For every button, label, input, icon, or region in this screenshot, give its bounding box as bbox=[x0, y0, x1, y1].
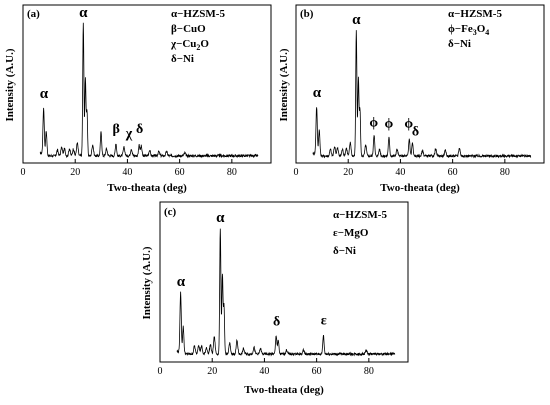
x-tick-label: 60 bbox=[312, 366, 322, 377]
x-ticks: 0 20 40 60 80 bbox=[21, 159, 237, 178]
x-tick-label: 0 bbox=[21, 167, 26, 178]
xrd-trace bbox=[176, 228, 396, 357]
x-tick-label: 40 bbox=[259, 366, 269, 377]
x-tick-label: 20 bbox=[207, 366, 217, 377]
peak-labels: α α β χ δ bbox=[40, 5, 144, 141]
x-tick-label: 0 bbox=[294, 167, 299, 178]
x-tick-label: 80 bbox=[364, 366, 374, 377]
peak-label: χ bbox=[125, 126, 133, 141]
x-ticks: 0 20 40 60 80 bbox=[294, 159, 510, 178]
legend-entry: α−HZSM-5 bbox=[333, 209, 387, 221]
panel-label: (b) bbox=[300, 8, 314, 20]
legend-entry: ϕ−Fe3O4 bbox=[448, 23, 489, 37]
x-tick-label: 0 bbox=[158, 366, 163, 377]
legend-entry: α−HZSM-5 bbox=[448, 8, 502, 20]
x-tick-label: 60 bbox=[448, 167, 458, 178]
x-tick-label: 40 bbox=[122, 167, 132, 178]
x-axis-label: Two-theata (deg) bbox=[380, 182, 460, 194]
x-tick-label: 20 bbox=[70, 167, 80, 178]
xrd-panel-c: (c) α−HZSM-5 ε−MgO δ−Ni α α δ ε 0 20 40 60 80 Two… bbox=[141, 201, 409, 396]
peak-label: α bbox=[177, 274, 186, 290]
peak-label: δ bbox=[273, 315, 280, 330]
x-tick-label: 60 bbox=[175, 167, 185, 178]
plot-frame bbox=[22, 4, 272, 164]
peak-label: α bbox=[40, 86, 49, 102]
x-axis-label: Two-theata (deg) bbox=[244, 384, 324, 396]
peak-label: δ bbox=[412, 125, 419, 140]
x-axis-label: Two-theata (deg) bbox=[107, 182, 187, 194]
x-tick-label: 80 bbox=[227, 167, 237, 178]
y-axis-label: Intensity (A.U.) bbox=[4, 48, 16, 121]
peak-label: α bbox=[313, 85, 322, 101]
peak-label: α bbox=[352, 12, 361, 28]
peak-labels: α α δ ε bbox=[177, 210, 327, 330]
xrd-trace bbox=[312, 30, 532, 159]
peak-label: β bbox=[113, 122, 120, 137]
legend: α−HZSM-5 ε−MgO δ−Ni bbox=[333, 209, 387, 257]
panel-label: (a) bbox=[27, 8, 40, 20]
peak-label: α bbox=[79, 5, 88, 21]
plot-frame bbox=[295, 4, 545, 164]
y-axis-label: Intensity (A.U.) bbox=[278, 48, 290, 121]
peak-labels: ααϕ ϕ ϕδ bbox=[313, 12, 420, 140]
legend-entry: δ−Ni bbox=[448, 38, 471, 50]
x-tick-label: 20 bbox=[343, 167, 353, 178]
legend-entry: ε−MgO bbox=[333, 227, 369, 239]
panel-label: (c) bbox=[164, 206, 177, 218]
peak-label: ϕ bbox=[369, 115, 378, 130]
legend-entry: α−HZSM-5 bbox=[171, 8, 225, 20]
xrd-trace bbox=[39, 22, 259, 159]
x-tick-label: 80 bbox=[500, 167, 510, 178]
peak-label: δ bbox=[136, 122, 143, 137]
peak-label: ε bbox=[321, 313, 327, 328]
legend-entry: β−CuO bbox=[171, 23, 206, 35]
peak-label: α bbox=[216, 210, 225, 226]
legend-entry: δ−Ni bbox=[333, 245, 356, 257]
legend-entry: χ−Cu2O bbox=[170, 38, 209, 52]
peak-label: ϕ bbox=[385, 117, 394, 132]
legend-entry: δ−Ni bbox=[171, 53, 194, 65]
plot-frame bbox=[159, 201, 409, 363]
x-tick-label: 40 bbox=[395, 167, 405, 178]
x-ticks: 0 20 40 60 80 bbox=[158, 358, 374, 377]
y-axis-label: Intensity (A.U.) bbox=[141, 246, 153, 319]
peak-label: ϕ bbox=[404, 117, 413, 132]
